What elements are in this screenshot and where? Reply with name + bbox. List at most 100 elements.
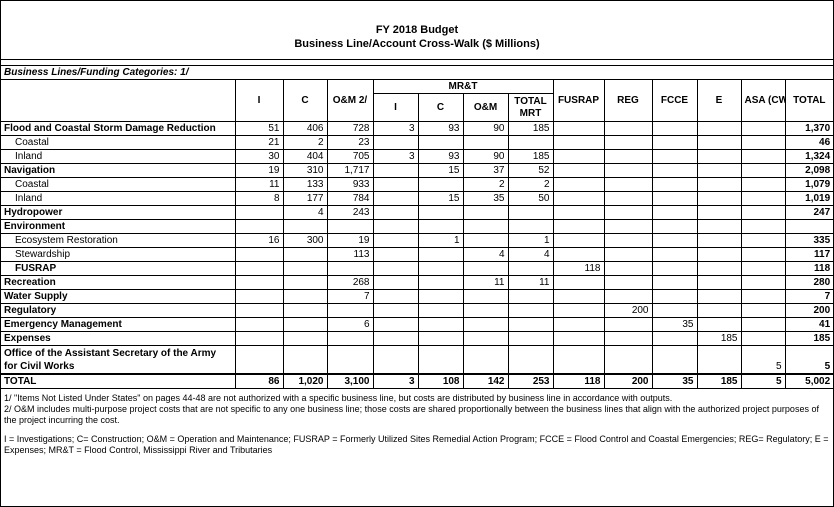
- cell: 247: [784, 205, 834, 220]
- cell: [740, 289, 786, 304]
- cell: 200: [603, 373, 653, 389]
- column-header: I: [234, 79, 284, 122]
- row-label: Navigation: [1, 163, 236, 178]
- row-label: Recreation: [1, 275, 236, 290]
- cell: [651, 247, 698, 262]
- cell: [651, 191, 698, 206]
- row-label: Inland: [1, 149, 236, 164]
- cell: [462, 289, 509, 304]
- cell: 15: [417, 163, 464, 178]
- cell: [740, 233, 786, 248]
- cell: 41: [784, 317, 834, 332]
- cell: [417, 261, 464, 276]
- cell: [372, 219, 419, 234]
- cell: 1: [507, 233, 554, 248]
- cell: 142: [462, 373, 509, 389]
- cell: [282, 219, 328, 234]
- cell: [282, 247, 328, 262]
- cell: [507, 261, 554, 276]
- cell: 1: [417, 233, 464, 248]
- cell: [234, 317, 284, 332]
- cell: 268: [326, 275, 374, 290]
- cell: 280: [784, 275, 834, 290]
- cell: [234, 289, 284, 304]
- notes: 1/ "Items Not Listed Under States" on pa…: [1, 389, 833, 456]
- title: FY 2018 Budget: [375, 24, 459, 36]
- cell: [696, 233, 742, 248]
- cell: [603, 233, 653, 248]
- cell: [696, 275, 742, 290]
- cell: 93: [417, 121, 464, 136]
- row-label: Inland: [1, 191, 236, 206]
- cell: [234, 219, 284, 234]
- cell: 86: [234, 373, 284, 389]
- cell: 133: [282, 177, 328, 192]
- cell: [552, 163, 605, 178]
- cell: [552, 233, 605, 248]
- cell: 185: [507, 149, 554, 164]
- cell: [234, 303, 284, 318]
- cell: [696, 345, 742, 375]
- cell: 5: [784, 345, 834, 375]
- spacer: [1, 60, 833, 66]
- cell: [552, 247, 605, 262]
- cell: [552, 135, 605, 150]
- cell: [282, 275, 328, 290]
- row-label: Environment: [1, 219, 236, 234]
- table-row: Hydropower 4 243 247: [1, 205, 834, 220]
- cell: [651, 331, 698, 346]
- column-header: ASA (CW): [740, 79, 786, 122]
- table-row: Recreation 268 11 11 280: [1, 275, 834, 290]
- cell: [552, 275, 605, 290]
- cell: [417, 303, 464, 318]
- column-header: C: [282, 79, 328, 122]
- cell: [372, 261, 419, 276]
- cell: [282, 331, 328, 346]
- row-label: Stewardship: [1, 247, 236, 262]
- cell: [372, 247, 419, 262]
- cell: [740, 177, 786, 192]
- cell: [651, 135, 698, 150]
- cell: [552, 177, 605, 192]
- cell: [740, 205, 786, 220]
- cell: [651, 345, 698, 375]
- cell: [696, 121, 742, 136]
- row-label: Coastal: [1, 135, 236, 150]
- cell: [372, 345, 419, 375]
- column-header: TOTAL MRT: [507, 93, 553, 122]
- cell: 5: [740, 373, 786, 389]
- cell: [282, 261, 328, 276]
- cell: 1,020: [282, 373, 328, 389]
- footnote: 1/ "Items Not Listed Under States" on pa…: [4, 393, 673, 403]
- cell: 933: [326, 177, 374, 192]
- cell: 35: [462, 191, 509, 206]
- cell: [740, 275, 786, 290]
- cell: [740, 247, 786, 262]
- cell: [282, 303, 328, 318]
- cell: [552, 317, 605, 332]
- cell: [234, 345, 284, 375]
- cell: [462, 317, 509, 332]
- cell: [282, 345, 328, 375]
- cell: [696, 261, 742, 276]
- cell: [507, 317, 554, 332]
- cell: 335: [784, 233, 834, 248]
- cell: [326, 303, 374, 318]
- cell: [552, 219, 605, 234]
- cell: 4: [507, 247, 554, 262]
- cell: [552, 149, 605, 164]
- cell: 7: [784, 289, 834, 304]
- row-label: Office of the Assistant Secretary of the…: [1, 345, 236, 375]
- cell: 117: [784, 247, 834, 262]
- cell: [784, 219, 834, 234]
- cell: [603, 289, 653, 304]
- cell: 118: [552, 261, 605, 276]
- cell: 90: [462, 149, 509, 164]
- cell: [507, 331, 554, 346]
- cell: [651, 233, 698, 248]
- cell: [507, 135, 554, 150]
- cell: [417, 135, 464, 150]
- cell: [603, 275, 653, 290]
